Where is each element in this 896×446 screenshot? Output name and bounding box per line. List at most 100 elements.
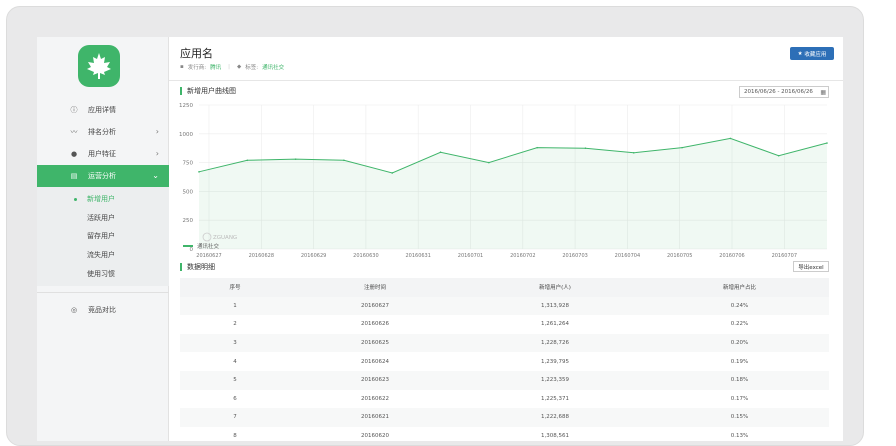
- chart-section-title: 新增用户曲线图: [180, 87, 236, 95]
- data-table: 序号 注册时间 新增用户(人) 新增用户占比 1 20160627 1,313,928 0.2…: [180, 278, 829, 441]
- table-cell: 1,313,928: [541, 302, 569, 309]
- date-range-picker[interactable]: 2016/06/26 - 2016/06/26 ▦: [739, 86, 829, 98]
- table-cell: 5: [233, 377, 237, 384]
- sidebar-subitem-label: 留存用户: [87, 232, 115, 241]
- table-cell: 20160626: [361, 321, 389, 328]
- data-point: [632, 152, 635, 154]
- table-row: 4 20160624 1,239,795 0.19%: [180, 352, 829, 371]
- new-users-chart: 0 250 500 750 1000 1250 20160627 20160628 201606…: [179, 103, 828, 259]
- user-icon: ●: [70, 150, 78, 158]
- table-cell: 4: [233, 358, 237, 365]
- table-cell: 0.20%: [730, 340, 749, 347]
- sidebar-subitem-retained-users[interactable]: 留存用户: [37, 227, 169, 246]
- meta-separator: |: [228, 64, 230, 70]
- publisher-value[interactable]: 腾讯: [210, 65, 222, 71]
- sidebar-item-operations[interactable]: ▤ 运营分析 ⌄: [37, 165, 169, 187]
- doc-icon: ▤: [70, 172, 78, 180]
- table-header-row: 序号 注册时间 新增用户(人) 新增用户占比: [180, 278, 829, 297]
- table-cell: 1,222,688: [541, 414, 569, 421]
- favorite-app-button[interactable]: ★ 收藏应用: [790, 47, 834, 60]
- sidebar-item-label: 用户特征: [88, 150, 116, 158]
- table-header-cell: 序号: [229, 285, 241, 292]
- x-tick-label: 20160629: [301, 253, 326, 259]
- table-cell: 0.24%: [730, 302, 749, 309]
- y-tick-label: 0: [190, 247, 194, 253]
- briefcase-icon: ▪: [180, 64, 184, 70]
- table-header-cell: 新增用户占比: [722, 285, 756, 292]
- sidebar-item-label: 运营分析: [88, 172, 116, 180]
- table-header-cell: 新增用户(人): [539, 285, 571, 292]
- export-excel-button[interactable]: 导出excel: [793, 261, 829, 272]
- table-cell: 1,228,726: [541, 340, 569, 347]
- table-cell: 1: [233, 302, 237, 309]
- data-point: [294, 158, 297, 160]
- y-tick-label: 1250: [179, 103, 193, 109]
- table-cell: 3: [233, 340, 237, 347]
- x-tick-label: 20160705: [667, 253, 692, 259]
- table-cell: 0.22%: [730, 321, 749, 328]
- x-tick-label: 20160701: [458, 253, 483, 259]
- sidebar-item-ranking[interactable]: 〰 排名分析 ›: [37, 121, 169, 143]
- y-tick-label: 250: [183, 218, 194, 224]
- sidebar-item-user-features[interactable]: ● 用户特征 ›: [37, 143, 169, 165]
- table-cell: 20160621: [361, 414, 389, 421]
- publisher-label: 发行商:: [187, 65, 207, 71]
- table-cell: 6: [233, 395, 237, 402]
- legend-swatch: [183, 245, 193, 247]
- y-tick-label: 500: [183, 189, 194, 195]
- sidebar-item-app-detail[interactable]: ⓘ 应用详情: [37, 99, 169, 121]
- x-tick-label: 20160704: [615, 253, 640, 259]
- y-tick-label: 1000: [179, 132, 193, 138]
- table-cell: 1,261,264: [541, 321, 569, 328]
- x-tick-label: 20160702: [510, 253, 535, 259]
- calendar-icon[interactable]: ▦: [820, 89, 826, 96]
- data-point: [681, 146, 683, 149]
- watermark-text: ZGUANG: [213, 235, 237, 241]
- table-row: 6 20160622 1,225,371 0.17%: [180, 390, 829, 409]
- app-screen: ⓘ 应用详情 〰 排名分析 › ● 用户特征 › ▤ 运营分析 ⌄: [37, 37, 843, 441]
- series-line: [198, 137, 828, 174]
- table-cell: 2: [233, 321, 237, 328]
- sidebar-subitem-lost-users[interactable]: 流失用户: [37, 246, 169, 265]
- tag-value[interactable]: 通讯社交: [262, 65, 285, 71]
- sidebar-nav: ⓘ 应用详情 〰 排名分析 › ● 用户特征 › ▤ 运营分析 ⌄: [37, 99, 169, 321]
- sidebar: ⓘ 应用详情 〰 排名分析 › ● 用户特征 › ▤ 运营分析 ⌄: [37, 37, 169, 441]
- data-point: [777, 154, 780, 157]
- date-range-value: 2016/06/26 - 2016/06/26: [744, 89, 813, 95]
- table-cell: 0.17%: [730, 395, 749, 402]
- main-content: 应用名 ▪ 发行商: 腾讯 | ◆ 标签: 通讯社交 ★ 收藏应用 新增用户曲线…: [169, 37, 843, 441]
- y-tick-label: 750: [183, 161, 194, 167]
- x-tick-label: 20160707: [772, 253, 797, 259]
- table-row: 3 20160625 1,228,726 0.20%: [180, 333, 829, 353]
- sidebar-subitem-label: 流失用户: [87, 251, 115, 260]
- data-point: [391, 172, 394, 174]
- x-tick-label: 20160630: [353, 253, 378, 259]
- table-cell: 1,239,795: [541, 358, 569, 365]
- sidebar-subitem-label: 使用习惯: [87, 269, 115, 278]
- table-row: 7 20160621 1,222,688 0.15%: [180, 408, 829, 427]
- table-cell: 1,223,359: [541, 377, 569, 384]
- table-section-title: 数据明细: [180, 263, 215, 271]
- table-cell: 0.19%: [730, 358, 749, 365]
- sidebar-item-compare[interactable]: ◎ 竞品对比: [37, 299, 169, 321]
- favorite-app-label: 收藏应用: [804, 51, 827, 58]
- table-row: 2 20160626 1,261,264 0.22%: [180, 315, 829, 334]
- app-logo: [78, 45, 120, 87]
- chevron-right-icon: ›: [155, 127, 159, 136]
- x-tick-label: 20160703: [562, 253, 587, 259]
- sidebar-subitem-usage-habits[interactable]: 使用习惯: [37, 264, 169, 283]
- sidebar-item-label: 排名分析: [88, 128, 116, 136]
- table-cell: 20160624: [361, 358, 389, 365]
- sidebar-subitem-label: 活跃用户: [87, 213, 115, 222]
- chevron-down-icon: ⌄: [152, 171, 159, 180]
- table-cell: 20160622: [361, 395, 389, 402]
- chart-legend[interactable]: 通讯社交: [183, 242, 219, 250]
- sidebar-subitem-new-users[interactable]: 新增用户: [37, 190, 169, 209]
- table-cell: 20160625: [361, 340, 389, 347]
- table-cell: 0.15%: [730, 414, 749, 421]
- sidebar-subitem-active-users[interactable]: 活跃用户: [37, 209, 169, 228]
- data-point: [729, 137, 732, 140]
- table-row: 5 20160623 1,223,359 0.18%: [180, 370, 829, 390]
- tag-icon: ◆: [236, 64, 242, 70]
- data-point: [584, 147, 587, 149]
